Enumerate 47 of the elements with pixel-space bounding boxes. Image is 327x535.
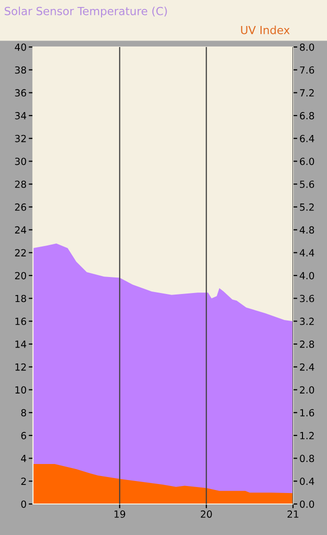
y-tick-label: 12 [15, 363, 26, 371]
y2-tick-label: 2.8 [300, 340, 314, 348]
y-tick-label: 32 [15, 134, 26, 142]
y2-tick-label: 7.2 [300, 89, 314, 96]
y-tick-label: 8 [21, 409, 26, 416]
y2-tick-label: 2.4 [300, 363, 314, 371]
y-tick-label: 36 [15, 89, 26, 97]
y2-tick-label: 2.0 [300, 386, 314, 394]
y-tick-label: 22 [15, 249, 26, 256]
y-tick-label: 28 [15, 180, 26, 188]
y-tick-label: 2 [21, 478, 26, 485]
y-tick-label: 18 [15, 294, 26, 302]
y-tick-label: 40 [14, 43, 26, 51]
y2-axis-title: UV Index [241, 26, 290, 34]
y-tick-label: 24 [15, 226, 26, 234]
y2-tick-label: 4.8 [300, 226, 314, 234]
y-tick-label: 30 [15, 158, 26, 166]
y2-tick-label: 0.8 [300, 454, 314, 462]
y2-tick-label: 3.6 [300, 294, 314, 302]
x-tick-label: 21 [288, 510, 298, 518]
y2-tick-label: 6.0 [300, 158, 314, 166]
y2-tick-label: 6.8 [300, 112, 314, 120]
y2-tick-label: 5.2 [300, 203, 314, 211]
y-tick-label: 26 [15, 203, 26, 211]
y-tick-label: 20 [15, 272, 26, 280]
y-tick-label: 38 [15, 66, 26, 74]
y2-tick-label: 4.4 [300, 249, 314, 256]
x-tick-label: 20 [200, 510, 212, 518]
y2-tick-label: 1.6 [300, 409, 314, 416]
y2-tick-label: 8.0 [300, 43, 314, 51]
y2-tick-label: 1.2 [300, 432, 314, 440]
y2-tick-label: 3.2 [300, 318, 314, 326]
y2-tick-label: 4.0 [300, 272, 314, 280]
y2-tick-label: 6.4 [300, 134, 314, 142]
y2-tick-label: 5.6 [300, 180, 314, 188]
y2-tick-label: 0.4 [300, 478, 314, 485]
y-tick-label: 16 [15, 318, 26, 326]
y-tick-label: 6 [21, 432, 26, 440]
x-tick-label: 19 [114, 510, 126, 518]
y2-tick-label: 7.6 [300, 66, 314, 74]
y-tick-label: 0 [21, 500, 26, 508]
y2-tick-label: 0.0 [300, 500, 314, 508]
y-tick-label: 10 [15, 386, 26, 394]
chart-title: Solar Sensor Temperature (C) [4, 6, 167, 18]
y-tick-label: 14 [15, 340, 26, 348]
y-tick-label: 4 [21, 454, 26, 462]
y-tick-label: 34 [15, 112, 26, 120]
